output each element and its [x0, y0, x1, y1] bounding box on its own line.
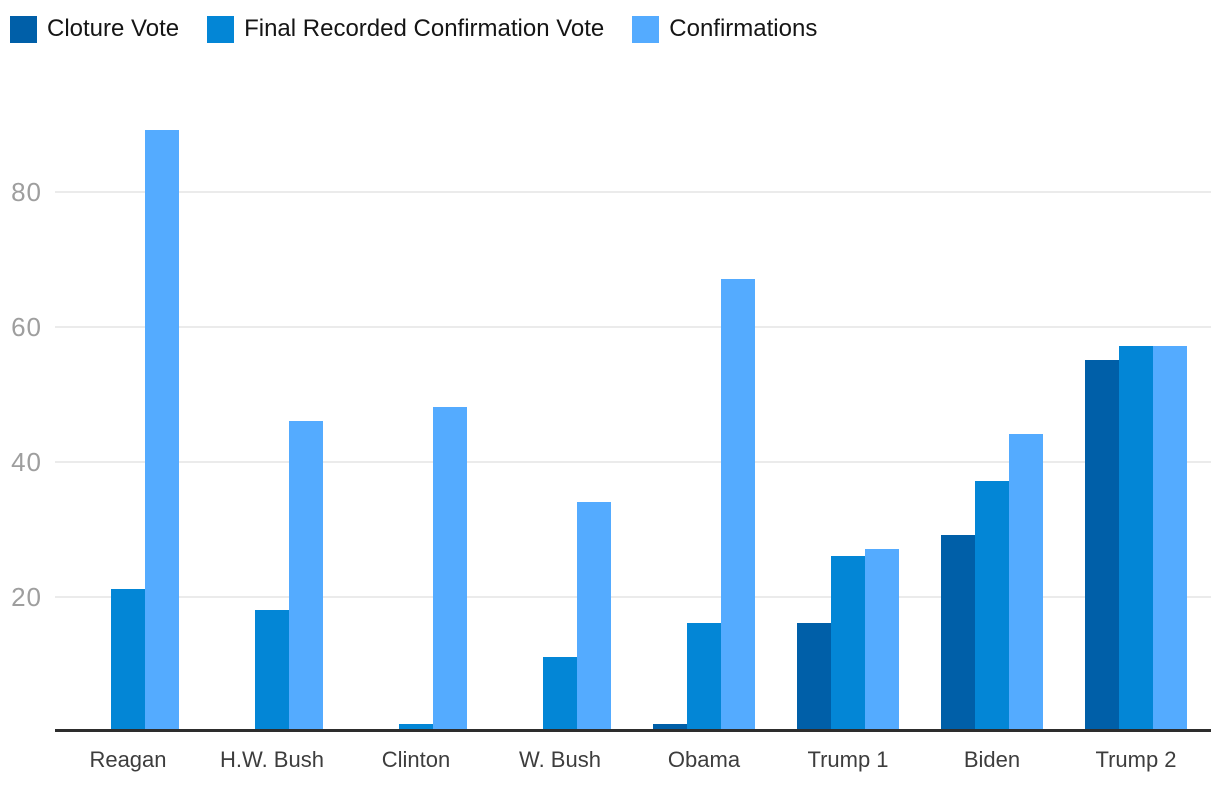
bar-confirmations-h-w-bush[interactable]	[289, 420, 323, 731]
bar-final-recorded-confirmation-vote-clinton[interactable]	[399, 724, 433, 731]
gridline-40	[55, 461, 1211, 463]
bar-cloture-vote-obama[interactable]	[653, 724, 687, 731]
legend-label: Final Recorded Confirmation Vote	[244, 15, 605, 42]
bar-final-recorded-confirmation-vote-obama[interactable]	[687, 623, 721, 731]
y-tick-label-40: 40	[11, 447, 42, 477]
x-tick-label-clinton: Clinton	[381, 747, 451, 772]
legend-label: Cloture Vote	[47, 15, 180, 42]
legend-swatch-icon	[632, 15, 660, 43]
legend-label: Confirmations	[669, 15, 818, 42]
x-tick-label-biden: Biden	[963, 747, 1021, 772]
x-tick-label-reagan: Reagan	[89, 747, 167, 772]
legend-swatch-icon	[10, 15, 37, 43]
bar-confirmations-trump-1[interactable]	[865, 548, 899, 731]
bar-confirmations-clinton[interactable]	[433, 407, 467, 731]
legend-item-confirmations: Confirmations	[632, 15, 817, 43]
bar-confirmations-w-bush[interactable]	[577, 501, 611, 731]
bar-final-recorded-confirmation-vote-w-bush[interactable]	[543, 656, 577, 731]
gridline-80	[55, 191, 1211, 193]
chart-legend: Cloture Vote Final Recorded Confirmation…	[10, 15, 817, 43]
gridline-20	[55, 596, 1211, 598]
x-tick-label-trump-1: Trump 1	[807, 747, 889, 772]
y-tick-label-80: 80	[11, 177, 42, 207]
bar-confirmations-biden[interactable]	[1009, 434, 1043, 731]
x-tick-label-trump-2: Trump 2	[1095, 747, 1177, 772]
gridline-60	[55, 326, 1211, 328]
y-tick-label-20: 20	[11, 582, 42, 612]
bar-confirmations-reagan[interactable]	[145, 130, 179, 731]
legend-swatch-icon	[207, 15, 235, 43]
x-axis-line	[55, 729, 1211, 732]
bar-final-recorded-confirmation-vote-biden[interactable]	[975, 481, 1009, 731]
bar-final-recorded-confirmation-vote-h-w-bush[interactable]	[255, 609, 289, 731]
x-tick-label-obama: Obama	[667, 747, 741, 772]
bar-cloture-vote-trump-2[interactable]	[1085, 359, 1119, 731]
bar-cloture-vote-trump-1[interactable]	[797, 623, 831, 731]
y-tick-label-60: 60	[11, 312, 42, 342]
bar-cloture-vote-biden[interactable]	[941, 535, 975, 731]
bar-final-recorded-confirmation-vote-reagan[interactable]	[111, 589, 145, 731]
bar-final-recorded-confirmation-vote-trump-2[interactable]	[1119, 346, 1153, 731]
x-tick-label-h-w-bush: H.W. Bush	[220, 747, 324, 772]
legend-item-cloture-vote: Cloture Vote	[10, 15, 179, 43]
legend-item-final-recorded-confirmation-vote: Final Recorded Confirmation Vote	[207, 15, 604, 43]
bar-confirmations-obama[interactable]	[721, 278, 755, 731]
bar-confirmations-trump-2[interactable]	[1153, 346, 1187, 731]
bar-final-recorded-confirmation-vote-trump-1[interactable]	[831, 555, 865, 731]
x-tick-label-w-bush: W. Bush	[519, 747, 601, 772]
